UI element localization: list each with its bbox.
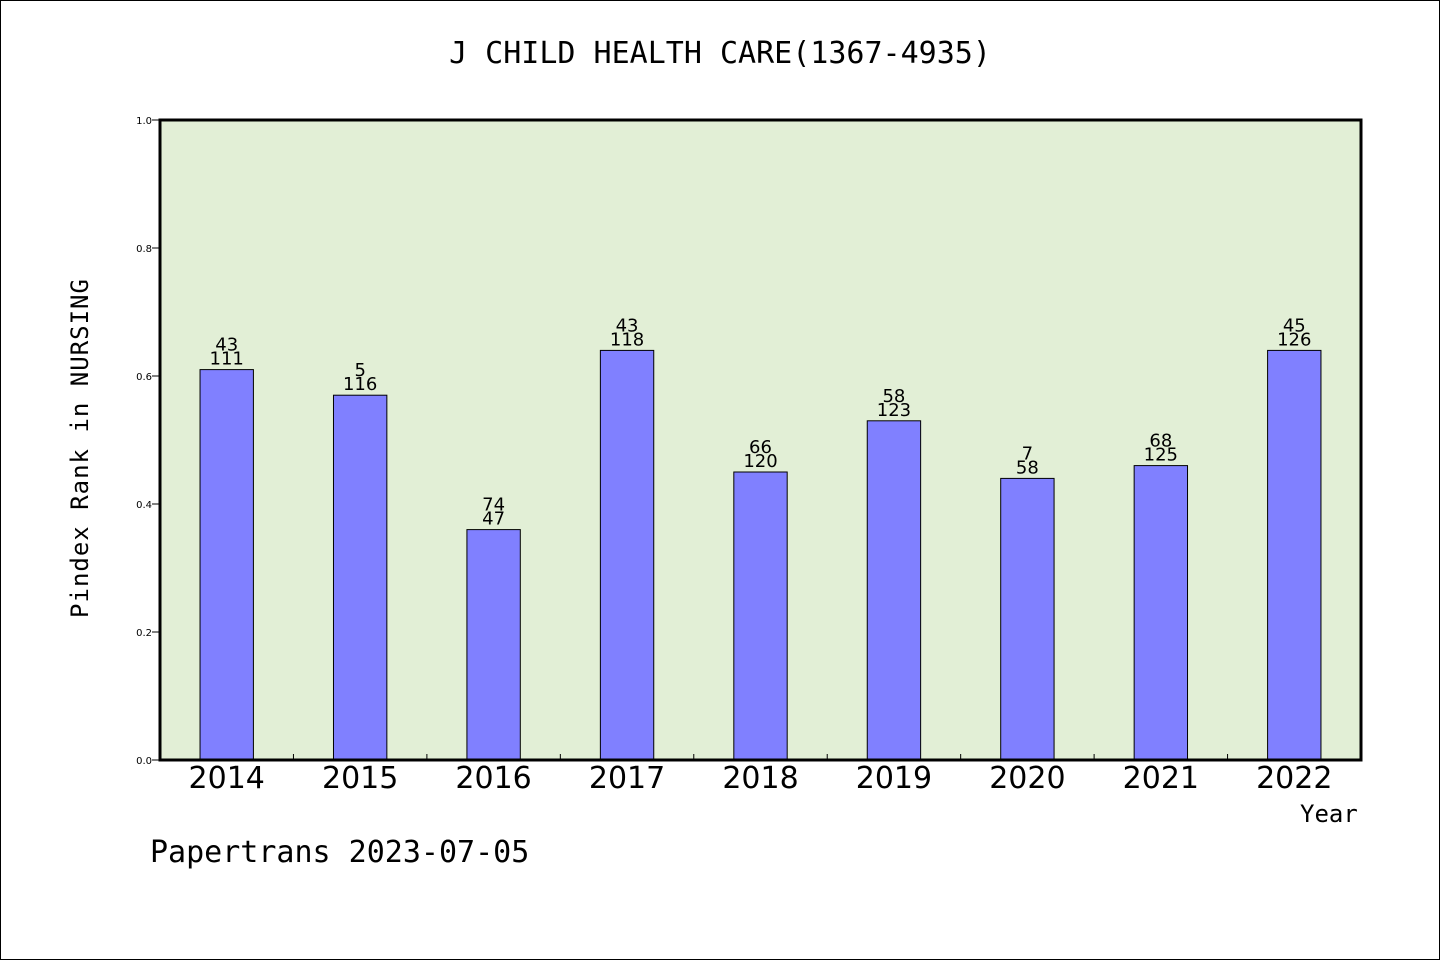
plot-border xyxy=(158,118,1363,762)
data-label-top: 74 xyxy=(482,495,505,516)
data-label-top: 7 xyxy=(1022,443,1033,464)
bar xyxy=(466,529,521,761)
bar xyxy=(866,420,922,761)
y-tick-label: 1.0 xyxy=(136,116,152,127)
data-label-bottom: 118 xyxy=(610,329,644,350)
data-label-bottom: 125 xyxy=(1144,445,1178,466)
data-label-top: 58 xyxy=(882,386,905,407)
data-label-bottom: 126 xyxy=(1277,329,1311,350)
data-label-top: 43 xyxy=(616,315,639,336)
data-label-bottom: 120 xyxy=(743,451,777,472)
data-label-top: 68 xyxy=(1149,431,1172,452)
bar xyxy=(1133,465,1189,761)
bar xyxy=(332,394,388,761)
footer-stamp: Papertrans 2023-07-05 xyxy=(150,835,530,870)
bar xyxy=(199,369,254,761)
bar xyxy=(1267,349,1322,761)
x-tick-label: 2022 xyxy=(1256,761,1332,796)
x-tick-label: 2021 xyxy=(1123,761,1199,796)
y-tick-label: 0.6 xyxy=(136,372,152,383)
x-tick-label: 2019 xyxy=(856,761,932,796)
x-tick-label: 2018 xyxy=(722,761,798,796)
y-tick-label: 0.4 xyxy=(136,500,152,511)
y-tick-label: 0.0 xyxy=(136,756,152,767)
data-label-top: 45 xyxy=(1283,315,1306,336)
y-tick-label: 0.8 xyxy=(136,244,152,255)
data-label-bottom: 123 xyxy=(877,400,911,421)
data-label-top: 5 xyxy=(354,360,365,381)
data-label-bottom: 116 xyxy=(343,374,377,395)
x-tick-label: 2015 xyxy=(322,761,398,796)
x-axis-label: Year xyxy=(1300,800,1358,828)
bar xyxy=(1000,477,1055,761)
data-label-top: 66 xyxy=(749,437,772,458)
bar xyxy=(599,349,655,761)
chart-title: J CHILD HEALTH CARE(1367-4935) xyxy=(449,36,991,71)
x-tick-label: 2017 xyxy=(589,761,665,796)
data-label-bottom: 47 xyxy=(482,509,505,530)
x-tick-label: 2020 xyxy=(989,761,1065,796)
bar xyxy=(733,471,788,761)
x-tick-label: 2016 xyxy=(455,761,531,796)
x-tick-label: 2014 xyxy=(189,761,265,796)
data-label-bottom: 111 xyxy=(210,349,244,370)
y-tick-label: 0.2 xyxy=(136,628,152,639)
data-label-bottom: 58 xyxy=(1016,457,1039,478)
data-label-top: 43 xyxy=(215,335,238,356)
